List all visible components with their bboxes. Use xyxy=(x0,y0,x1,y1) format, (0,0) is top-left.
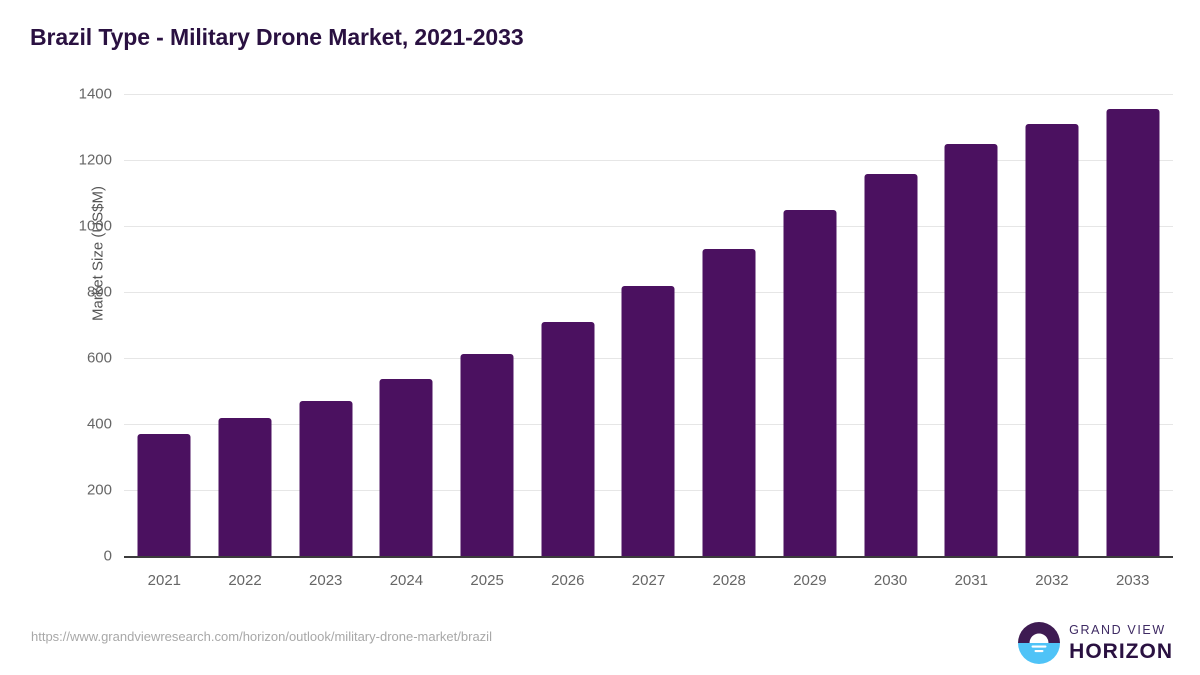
bar-group: 2032 xyxy=(1012,0,1093,675)
y-tick-label: 800 xyxy=(86,283,112,301)
bar-2029[interactable] xyxy=(783,210,837,556)
logo-line-horizon: HORIZON xyxy=(1069,639,1173,663)
y-axis: Market Size (US$M) 0 200 400 600 800 1000 1200… xyxy=(60,0,112,675)
bar-group: 2025 xyxy=(447,0,528,675)
y-tick-label: 1000 xyxy=(78,217,112,235)
brand-logo: GRAND VIEW HORIZON xyxy=(1018,620,1173,666)
bar-2025[interactable] xyxy=(460,353,514,556)
x-tick-label-2025: 2025 xyxy=(470,572,504,589)
bar-group: 2021 xyxy=(124,0,205,675)
bar-group: 2027 xyxy=(608,0,689,675)
logo-line-grand-view: GRAND VIEW xyxy=(1069,623,1166,638)
bar-group: 2023 xyxy=(285,0,366,675)
x-tick-label-2030: 2030 xyxy=(873,572,908,589)
logo-text: GRAND VIEW HORIZON xyxy=(1069,624,1173,662)
bar-group: 2028 xyxy=(689,0,770,675)
x-tick-label-2022: 2022 xyxy=(228,572,262,589)
bar-2026[interactable] xyxy=(541,321,595,556)
source-url-label: https://www.grandviewresearch.com/horizo… xyxy=(31,629,492,644)
x-tick-label-2033: 2033 xyxy=(1115,572,1150,589)
bar-group: 2031 xyxy=(931,0,1012,675)
bar-group: 2029 xyxy=(770,0,851,675)
bar-2021[interactable] xyxy=(137,433,191,556)
y-axis-title: Market Size (US$M) xyxy=(89,185,107,322)
y-tick-label: 400 xyxy=(86,415,112,433)
x-tick-label-2028: 2028 xyxy=(712,572,746,589)
x-tick-label-2031: 2031 xyxy=(954,572,988,589)
bar-2022[interactable] xyxy=(218,418,272,556)
bar-group: 2024 xyxy=(366,0,447,675)
bar-2032[interactable] xyxy=(1025,123,1079,556)
x-tick-label-2032: 2032 xyxy=(1035,572,1069,589)
horizon-circle-icon xyxy=(1018,622,1061,664)
bar-group: 2033 xyxy=(1092,0,1173,675)
x-tick-label-2026: 2026 xyxy=(551,572,585,589)
bar-group: 2026 xyxy=(527,0,608,675)
x-tick-label-2024: 2024 xyxy=(389,572,424,589)
bar-2030[interactable] xyxy=(864,173,918,556)
y-tick-label: 1400 xyxy=(78,85,112,103)
bar-2031[interactable] xyxy=(944,144,998,556)
x-axis-baseline xyxy=(124,556,1173,558)
bar-2028[interactable] xyxy=(702,249,756,556)
bar-2023[interactable] xyxy=(299,400,353,556)
x-tick-label-2027: 2027 xyxy=(631,572,666,589)
bar-group: 2022 xyxy=(205,0,286,675)
y-tick-label: 600 xyxy=(86,349,112,367)
gridline xyxy=(124,226,1173,227)
page-title: Brazil Type - Military Drone Market, 202… xyxy=(30,24,524,50)
bar-group: 2030 xyxy=(850,0,931,675)
gridline xyxy=(124,94,1173,95)
y-tick-label: 0 xyxy=(103,547,112,565)
bars-group: 2021 2022 2023 2024 2025 2026 2027 2028 2029 2030… xyxy=(124,0,1173,675)
bar-2033[interactable] xyxy=(1106,108,1160,556)
x-tick-label-2023: 2023 xyxy=(309,572,343,589)
gridline xyxy=(124,160,1173,161)
x-tick-label-2029: 2029 xyxy=(793,572,827,589)
bar-2027[interactable] xyxy=(621,286,675,556)
y-tick-label: 200 xyxy=(86,481,112,499)
bar-2024[interactable] xyxy=(379,379,433,556)
y-tick-label: 1200 xyxy=(78,151,112,169)
x-tick-label-2021: 2021 xyxy=(147,572,182,589)
